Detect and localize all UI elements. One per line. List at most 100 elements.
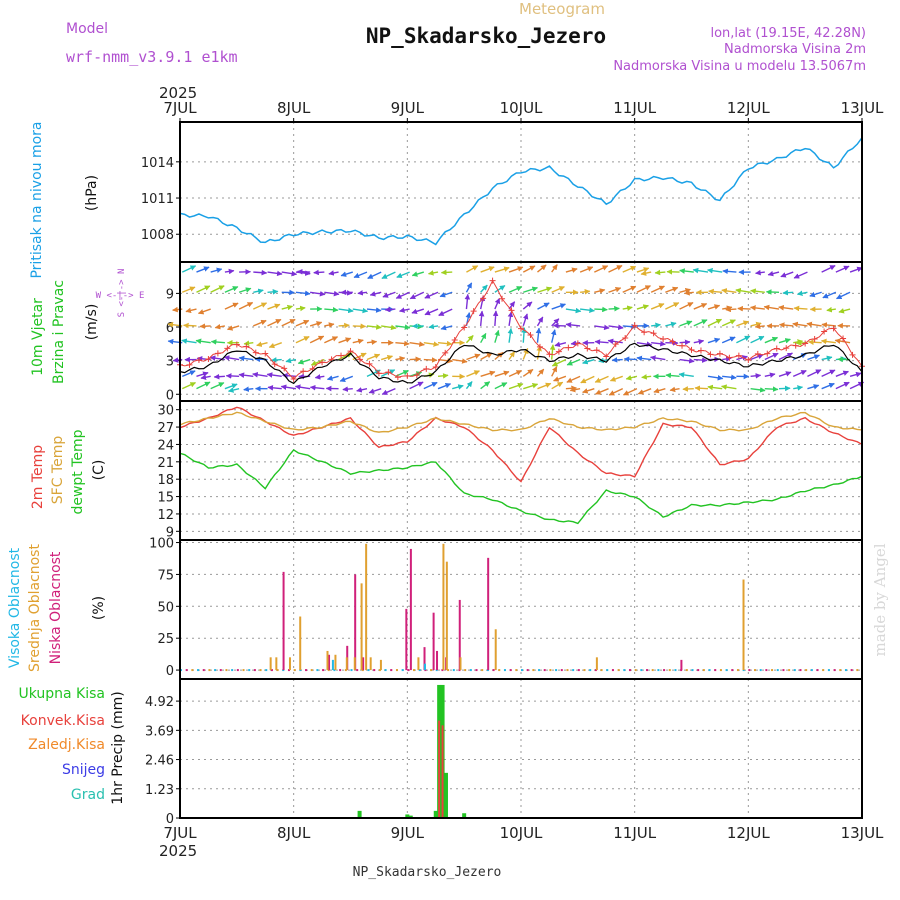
cloud-baseline-dot (839, 669, 842, 672)
cloud-baseline-dot (350, 669, 353, 672)
cloud-baseline-dot (521, 669, 523, 672)
wind-arrow (196, 285, 211, 293)
cloud-baseline-dot (685, 669, 688, 672)
wind-gust-marker (802, 340, 809, 347)
plot-layer: 7JUL 7JUL 8JUL 8JUL 9JUL 9JUL 10JUL 10JUL 11JUL 1… (141, 99, 884, 842)
cloud-baseline-dot (367, 669, 370, 672)
wind-arrow (380, 354, 393, 361)
cloud-baseline-dot (225, 669, 228, 672)
wind-gust-marker (252, 349, 259, 356)
cloud-baseline-dot (202, 669, 205, 672)
cloud-baseline-dot (310, 669, 313, 672)
cloud-label-mid: Srednja Oblacnost (27, 544, 43, 672)
wind-gust-marker (527, 331, 534, 338)
wind-arrow (224, 286, 239, 293)
cloud-baseline-dot (583, 669, 586, 672)
year-bottom: 2025 (159, 842, 197, 860)
cloud-baseline-dot (759, 669, 762, 672)
wind-gust-marker (669, 338, 676, 345)
wind-arrow (778, 385, 791, 392)
wind-arrow (428, 323, 439, 330)
wind-arrow (550, 329, 557, 343)
wind-arrow (353, 271, 368, 279)
wind-arrow (494, 382, 508, 390)
wind-arrow (598, 357, 609, 364)
wind-gust-marker (489, 277, 496, 284)
wind-gust-marker (451, 336, 458, 343)
wind-arrow (381, 388, 396, 395)
cloud-baseline-dot (339, 669, 342, 672)
wind-arrow (767, 270, 780, 277)
wind-arrow (437, 357, 453, 364)
wind-arrow (195, 338, 211, 345)
wind-arrow (465, 282, 473, 293)
y-tick-label: 30 (157, 404, 174, 419)
wind-arrow (480, 332, 487, 344)
wind-arrow (310, 290, 326, 297)
wind-gust-marker (394, 374, 401, 381)
wind-gust-marker (233, 341, 240, 348)
cloud-baseline-dot (543, 669, 546, 672)
wind-arrow (223, 355, 240, 361)
cloud-baseline-dot (850, 669, 853, 672)
cloud-baseline-dot (390, 669, 393, 672)
wind-gust-marker (830, 325, 837, 332)
wind-arrow (252, 372, 268, 378)
wind-arrow (508, 382, 524, 390)
wind-arrow (326, 375, 339, 381)
wind-arrow (566, 358, 581, 366)
wind-arrow (253, 302, 268, 310)
cloud-baseline-dot (702, 669, 705, 672)
wind-arrow (466, 370, 480, 377)
y-tick-label: 50 (157, 600, 174, 615)
cloud-bar (494, 629, 497, 671)
wind-arrow (338, 322, 350, 329)
cloud-baseline-dot (646, 669, 649, 672)
cloud-bar (595, 657, 598, 671)
wind-arrow (438, 308, 453, 317)
cloud-baseline-dot (509, 669, 512, 672)
cloud-bar (282, 571, 285, 671)
pressure-unit: (hPa) (84, 175, 100, 211)
cloud-baseline-dot (731, 669, 734, 672)
wind-arrow (537, 382, 552, 390)
wind-arrow (582, 388, 595, 394)
wind-arrow (594, 339, 609, 345)
wind-arrow (707, 337, 721, 344)
wind-arrow (368, 388, 382, 394)
model-label: Model (66, 21, 108, 37)
wind-arrow (270, 357, 282, 363)
wind-arrow (494, 351, 504, 361)
wind-arrow (480, 370, 496, 378)
wind-arrow (253, 319, 267, 327)
cloud-bar (365, 543, 368, 671)
y-tick-label: 0 (166, 664, 174, 679)
wind-gust-marker (555, 348, 562, 355)
cloud-baseline-dot (418, 669, 421, 672)
y-tick-label: 1.23 (145, 783, 174, 798)
wind-arrow (594, 288, 606, 294)
wind-arrow (267, 318, 282, 327)
wind-arrow (736, 355, 748, 361)
wind-arrow (750, 387, 766, 393)
time-tick-label-top: 13JUL (841, 99, 884, 117)
wind-arrow (439, 291, 453, 298)
precip-total-bar (405, 814, 410, 818)
wind-gust-marker (186, 361, 193, 368)
wind-arrow (494, 329, 500, 343)
wind-arrow (750, 288, 765, 294)
time-tick-label-top: 10JUL (500, 99, 543, 117)
cloud-bar (328, 654, 331, 671)
wind-arrow (238, 287, 252, 293)
cloud-baseline-dot (259, 669, 262, 672)
wind-arrow (424, 291, 439, 299)
wind-gust-marker (697, 347, 704, 354)
y-tick-label: 25 (157, 632, 174, 647)
cloud-baseline-dot (549, 669, 552, 672)
wind-arrow (295, 305, 306, 312)
wind-arrow (352, 323, 367, 330)
wind-arrow (427, 270, 439, 276)
cloud-baseline-dot (606, 669, 609, 672)
cloud-bar (345, 657, 348, 671)
cloud-baseline-dot (623, 669, 626, 672)
